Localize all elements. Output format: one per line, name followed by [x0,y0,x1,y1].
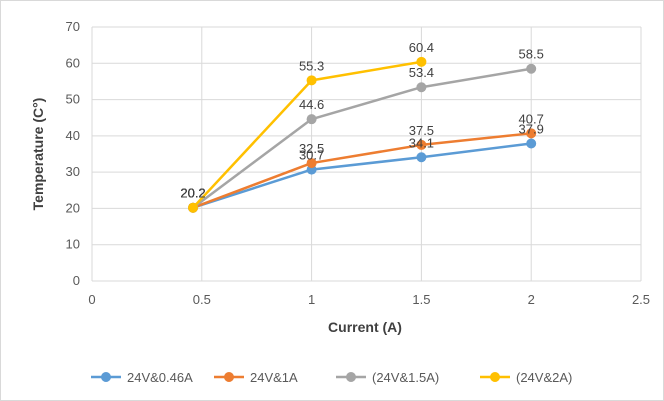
gridlines [91,26,642,282]
legend-item: 24V&1A [214,370,298,385]
series-line [192,67,532,209]
x-tick-label: 2 [528,292,535,307]
x-tick-label: 0.5 [193,292,211,307]
legend-item: (24V&1.5A) [336,370,439,385]
legend-label: 24V&1A [250,370,298,385]
series-line [192,132,532,209]
data-label: 20.2 [180,186,205,201]
data-label: 40.7 [519,111,544,126]
tick-labels: 0 10 20 30 40 50 60 70 0 0.5 1 1.5 2 2.5 [66,19,651,307]
legend-marker [490,372,500,382]
data-point [416,82,427,93]
x-tick-label: 1 [308,292,315,307]
series-line [192,60,422,209]
series-0 [188,138,537,213]
data-label: 55.3 [299,58,324,73]
data-point [416,152,427,163]
data-label: 32.5 [299,141,324,156]
data-point [188,202,199,213]
series [188,56,537,213]
y-tick-label: 30 [66,164,80,179]
legend: 24V&0.46A 24V&1A (24V&1.5A) (24V&2A) [91,370,572,385]
series-3 [188,56,427,213]
data-label: 37.9 [519,121,544,136]
x-tick-label: 0 [88,292,95,307]
y-tick-label: 40 [66,128,80,143]
y-tick-label: 20 [66,200,80,215]
y-tick-label: 60 [66,55,80,70]
y-tick-label: 0 [73,273,80,288]
data-label: 37.5 [409,123,434,138]
data-label: 20.2 [180,186,205,201]
y-tick-label: 10 [66,237,80,252]
legend-label: 24V&0.46A [127,370,193,385]
legend-item: (24V&2A) [480,370,572,385]
data-point [526,138,537,149]
legend-marker [101,372,111,382]
data-point [306,75,317,86]
data-label: 60.4 [409,40,434,55]
y-tick-label: 50 [66,92,80,107]
data-point [416,56,427,67]
series-1 [188,128,537,213]
data-labels: 20.230.734.137.920.232.537.540.720.244.6… [180,40,543,201]
legend-item: 24V&0.46A [91,370,193,385]
data-point [416,139,427,150]
data-point [306,158,317,169]
x-tick-label: 2.5 [632,292,650,307]
x-axis-title: Current (A) [328,319,402,335]
data-point [526,63,537,74]
data-point [526,128,537,139]
series-2 [188,63,537,213]
legend-label: (24V&2A) [516,370,572,385]
data-label: 30.7 [299,148,324,163]
data-label: 20.2 [180,186,205,201]
data-label: 44.6 [299,97,324,112]
legend-label: (24V&1.5A) [372,370,439,385]
y-tick-label: 70 [66,19,80,34]
data-label: 53.4 [409,65,434,80]
data-label: 58.5 [519,47,544,62]
series-line [192,142,532,209]
legend-marker [224,372,234,382]
legend-marker [346,372,356,382]
data-label: 34.1 [409,135,434,150]
x-tick-label: 1.5 [412,292,430,307]
data-label: 20.2 [180,186,205,201]
data-point [306,114,317,125]
y-axis-title: Temperature (C°) [30,98,46,211]
